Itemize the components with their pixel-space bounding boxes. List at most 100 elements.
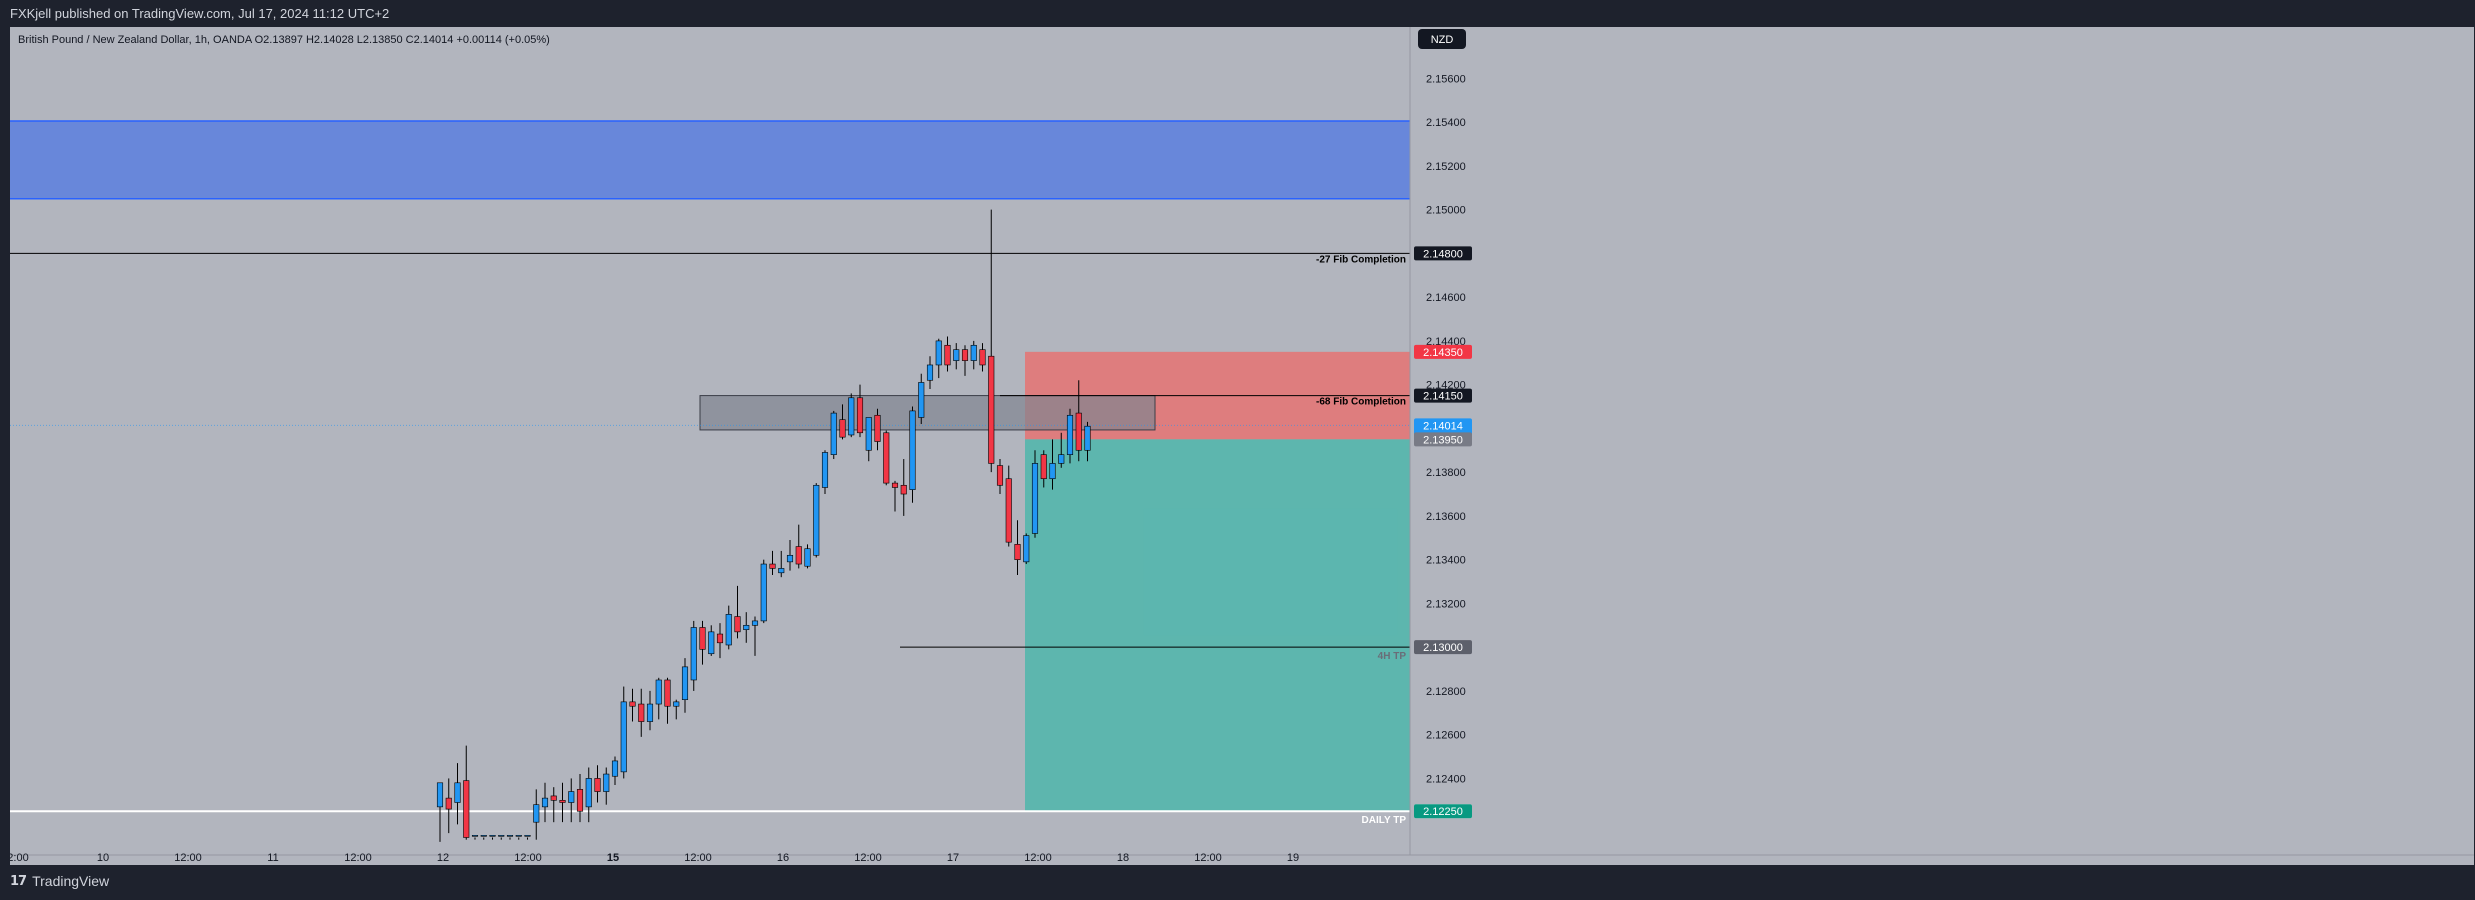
y-tick-label: 2.12600 (1426, 730, 1466, 742)
candle-body (498, 835, 505, 837)
candle-body (611, 760, 619, 777)
candle-body (576, 789, 584, 812)
candle-body (821, 452, 829, 488)
y-tick-label: 2.13800 (1426, 467, 1466, 479)
x-tick-label: 12:00 (854, 852, 882, 864)
candle-body (743, 624, 750, 630)
price-badge-label: 2.14150 (1423, 391, 1463, 403)
candle-body (559, 800, 566, 803)
candle-body (970, 344, 977, 361)
currency-button-label: NZD (1431, 34, 1454, 46)
candle-body (813, 484, 820, 556)
publisher-text: FXKjell published on TradingView.com, Ju… (10, 6, 390, 21)
candle-body (1040, 454, 1047, 480)
candle-body (848, 397, 855, 436)
candle-body (988, 355, 995, 464)
candle-body (585, 778, 592, 808)
x-tick-label: 12:00 (514, 852, 542, 864)
consolidation-box (699, 395, 1156, 431)
x-tick-label: 12:00 (174, 852, 202, 864)
price-badge (1414, 640, 1472, 655)
candle-body (646, 703, 654, 722)
price-badge-label: 2.12250 (1423, 806, 1463, 818)
y-tick-label: 2.13200 (1426, 598, 1466, 610)
candle-body (926, 364, 934, 381)
price-badge-label: 2.14350 (1423, 347, 1463, 359)
candle-body (751, 620, 759, 626)
x-tick-label: 11 (267, 852, 278, 864)
candle-body (524, 835, 531, 837)
candle-body (1066, 414, 1074, 455)
candle-body (935, 340, 942, 366)
price-chart[interactable]: -27 Fib Completion -68 Fib Completion 4H T… (10, 27, 2474, 865)
candle-body (454, 782, 461, 803)
candle-body (655, 679, 662, 705)
price-badge (1414, 388, 1472, 403)
candle-body (471, 835, 479, 837)
price-axis-background (1410, 27, 2474, 865)
candle-body (944, 344, 951, 366)
candle-body (865, 417, 872, 451)
currency-button (1418, 29, 1466, 49)
x-tick-label: 12:00 (344, 852, 372, 864)
level-label-1: -27 Fib Completion (1316, 254, 1406, 265)
price-badge (1414, 246, 1472, 261)
candle-body (795, 546, 802, 565)
candle-body (681, 666, 689, 700)
candle-body (620, 701, 627, 773)
chart-area[interactable]: -27 Fib Completion -68 Fib Completion 4H T… (10, 27, 2474, 865)
candle-body (804, 548, 811, 567)
candle-body (533, 804, 540, 823)
tradingview-logo[interactable]: 17 TradingView (10, 873, 109, 889)
candle-body (961, 349, 969, 361)
candle-body (874, 414, 881, 442)
y-tick-label: 2.12400 (1426, 773, 1466, 785)
candle-body (489, 835, 496, 837)
candle-body (979, 349, 986, 366)
candle-body (918, 382, 925, 418)
candle-body (1014, 544, 1021, 560)
x-tick-label: 12:00 (684, 852, 712, 864)
chart-legend: British Pound / New Zealand Dollar, 1h, … (18, 34, 550, 46)
take-profit-zone (1025, 439, 1410, 812)
x-tick-label: 10 (97, 852, 109, 864)
candle-body (638, 703, 645, 722)
x-tick-label: 15 (607, 852, 619, 864)
candle-body (734, 616, 741, 633)
x-tick-label: 12:00 (1194, 852, 1222, 864)
x-tick-label: 16 (777, 852, 789, 864)
footer-bar: 17 TradingView (0, 865, 2475, 900)
candle-body (716, 633, 724, 644)
price-badge (1414, 432, 1472, 447)
candle-body (830, 412, 837, 455)
x-tick-label: 12 (437, 852, 449, 864)
level-label-3: 4H TP (1378, 651, 1407, 662)
candle-body (900, 484, 907, 495)
candle-body (480, 835, 487, 837)
x-tick-label: 17 (947, 852, 959, 864)
time-axis (10, 855, 2474, 865)
candle-body (891, 482, 899, 488)
candle-body (699, 627, 706, 650)
candle-body (786, 554, 794, 563)
candle-body (708, 631, 715, 655)
publisher-bar: FXKjell published on TradingView.com, Ju… (0, 0, 2475, 26)
candle-body (603, 773, 610, 792)
candle-body (953, 349, 960, 361)
candle-body (1031, 463, 1039, 534)
candle-body (445, 797, 452, 810)
tradingview-logo-icon: 17 (10, 873, 27, 889)
candle-body (1075, 412, 1082, 451)
candle-body (1084, 425, 1091, 451)
candle-body (760, 563, 767, 622)
y-tick-label: 2.15400 (1426, 117, 1466, 129)
candle-body (778, 568, 785, 574)
price-badge-label: 2.14800 (1423, 248, 1463, 260)
candle-body (506, 835, 514, 837)
y-tick-label: 2.15200 (1426, 161, 1466, 173)
candle-body (1005, 478, 1012, 543)
candle-body (856, 397, 864, 434)
tradingview-brand: TradingView (32, 873, 110, 889)
candle-body (1049, 463, 1056, 480)
candle-body (436, 782, 444, 808)
